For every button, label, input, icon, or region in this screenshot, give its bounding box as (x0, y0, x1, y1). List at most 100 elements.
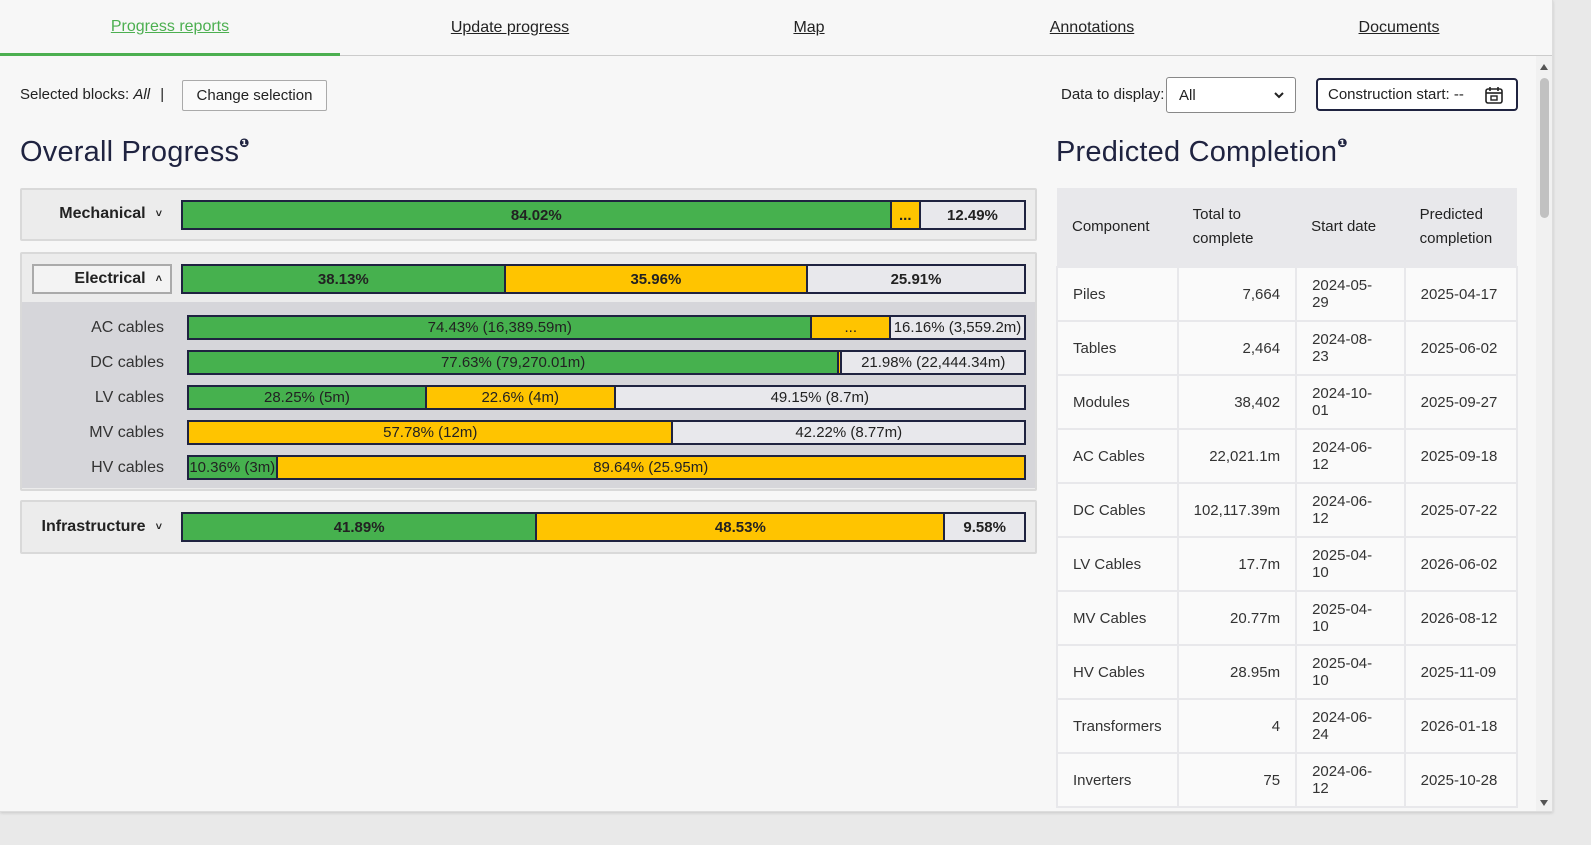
cell-start-date: 2024-05-29 (1295, 266, 1406, 322)
cell-predicted: 2025-06-02 (1403, 320, 1519, 376)
group-mechanical: Mechanical ˅ 84.02%... 12.49% (20, 188, 1037, 241)
segment-in-progress: 89.64% (25.95m) (275, 457, 1024, 478)
chevron-down-icon: ˅ (155, 521, 162, 533)
cell-predicted: 2026-01-18 (1403, 698, 1519, 754)
cell-predicted: 2025-04-17 (1403, 266, 1519, 322)
segment-remaining: 21.98% (22,444.34m) (840, 352, 1024, 373)
change-selection-button[interactable]: Change selection (182, 80, 327, 111)
sub-label-lv-cables: LV cables (94, 389, 164, 406)
cell-start-date: 2024-06-12 (1295, 752, 1406, 808)
sub-label-mv-cables: MV cables (89, 424, 164, 441)
cell-total: 20.77m (1176, 590, 1298, 646)
info-icon[interactable]: ❶ (1337, 136, 1348, 150)
cell-total: 38,402 (1176, 374, 1298, 430)
segment-remaining: 9.58% (943, 514, 1024, 540)
segment-complete: 84.02% (183, 202, 890, 228)
col-header-start-date: Start date (1296, 188, 1405, 267)
cell-predicted: 2025-09-27 (1403, 374, 1519, 430)
cell-total: 22,021.1m (1176, 428, 1298, 484)
cell-predicted: 2026-06-02 (1403, 536, 1519, 592)
cell-start-date: 2024-08-23 (1295, 320, 1406, 376)
sub-label-ac-cables: AC cables (91, 319, 164, 336)
scroll-thumb[interactable] (1540, 78, 1549, 218)
tab-annotations[interactable]: Annotations (1049, 19, 1135, 36)
segment-in-progress: 22.6% (4m) (424, 387, 614, 408)
segment-in-progress (837, 352, 841, 373)
tab-progress-reports[interactable]: Progress reports (0, 0, 340, 56)
cell-component: MV Cables (1056, 590, 1179, 646)
group-label: Infrastructure (41, 518, 146, 535)
cell-component: AC Cables (1056, 428, 1179, 484)
chevron-down-icon: ˅ (155, 208, 162, 220)
segment-complete: 10.36% (3m) (189, 457, 276, 478)
scroll-down-arrow-icon[interactable] (1540, 800, 1548, 806)
progress-bar-infrastructure: 41.89% 48.53% 9.58% (181, 512, 1026, 542)
group-label: Mechanical (59, 205, 146, 222)
segment-remaining: 16.16% (3,559.2m) (889, 317, 1024, 338)
segment-complete: 41.89% (183, 514, 536, 540)
group-toggle-electrical[interactable]: Electrical ˄ (32, 264, 172, 294)
group-toggle-mechanical[interactable]: Mechanical ˅ (22, 205, 162, 223)
segment-remaining: 12.49% (918, 202, 1024, 228)
data-to-display-value: All (1179, 86, 1196, 104)
scroll-up-arrow-icon[interactable] (1540, 64, 1548, 70)
tab-bar: Progress reports Update progress Map Ann… (0, 0, 1552, 56)
chevron-down-icon (1274, 92, 1284, 99)
cell-start-date: 2024-06-12 (1295, 482, 1406, 538)
cell-start-date: 2025-04-10 (1295, 590, 1406, 646)
segment-in-progress: ... (810, 317, 890, 338)
predicted-completion-title-text: Predicted Completion (1056, 136, 1338, 168)
segment-remaining: 25.91% (806, 266, 1024, 292)
table-row: Inverters 75 2024-06-12 2025-10-28 (1056, 752, 1519, 808)
segment-in-progress: ... (889, 202, 919, 228)
cell-component: Piles (1056, 266, 1179, 322)
data-to-display-label: Data to display: (1061, 86, 1165, 103)
progress-bar-lv-cables: 28.25% (5m) 22.6% (4m) 49.15% (8.7m) (187, 385, 1026, 410)
tab-documents[interactable]: Documents (1358, 19, 1440, 36)
segment-complete: 28.25% (5m) (189, 387, 425, 408)
chevron-up-icon: ˄ (155, 273, 162, 285)
segment-in-progress: 35.96% (503, 266, 807, 292)
cell-predicted: 2025-11-09 (1403, 644, 1519, 700)
segment-remaining: 49.15% (8.7m) (613, 387, 1024, 408)
tab-map[interactable]: Map (793, 19, 825, 36)
progress-page: Progress reports Update progress Map Ann… (0, 0, 1553, 812)
construction-start-field[interactable]: Construction start: -- (1316, 78, 1518, 111)
info-icon[interactable]: ❶ (239, 136, 250, 150)
cell-predicted: 2025-09-18 (1403, 428, 1519, 484)
cell-start-date: 2024-06-24 (1295, 698, 1406, 754)
cell-start-date: 2024-06-12 (1295, 428, 1406, 484)
cell-total: 102,117.39m (1176, 482, 1298, 538)
table-header-row: Component Total to complete Start date P… (1057, 188, 1517, 267)
selected-blocks: Selected blocks: All | (20, 86, 164, 103)
progress-bar-mechanical: 84.02%... 12.49% (181, 200, 1026, 230)
cell-component: Transformers (1056, 698, 1179, 754)
table-row: DC Cables 102,117.39m 2024-06-12 2025-07-22 (1056, 482, 1519, 538)
cell-component: LV Cables (1056, 536, 1179, 592)
cell-component: Inverters (1056, 752, 1179, 808)
data-to-display-select[interactable]: All (1166, 77, 1296, 113)
cell-component: HV Cables (1056, 644, 1179, 700)
segment-in-progress: 48.53% (535, 514, 944, 540)
progress-bar-ac-cables: 74.43% (16,389.59m)... 16.16% (3,559.2m) (187, 315, 1026, 340)
table-row: Tables 2,464 2024-08-23 2025-06-02 (1056, 320, 1519, 376)
group-label: Electrical (74, 270, 146, 287)
group-electrical: Electrical ˄ 38.13% 35.96% 25.91% AC cable… (20, 252, 1037, 491)
cell-predicted: 2025-07-22 (1403, 482, 1519, 538)
vertical-scrollbar[interactable] (1536, 56, 1552, 811)
cell-start-date: 2025-04-10 (1295, 644, 1406, 700)
cell-total: 28.95m (1176, 644, 1298, 700)
calendar-icon[interactable] (1484, 85, 1504, 105)
segment-complete: 74.43% (16,389.59m) (189, 317, 811, 338)
cell-predicted: 2026-08-12 (1403, 590, 1519, 646)
table-row: HV Cables 28.95m 2025-04-10 2025-11-09 (1056, 644, 1519, 700)
table-row: MV Cables 20.77m 2025-04-10 2026-08-12 (1056, 590, 1519, 646)
cell-total: 17.7m (1176, 536, 1298, 592)
table-row: Modules 38,402 2024-10-01 2025-09-27 (1056, 374, 1519, 430)
segment-in-progress: 57.78% (12m) (189, 422, 672, 443)
cell-start-date: 2024-10-01 (1295, 374, 1406, 430)
sub-label-hv-cables: HV cables (91, 459, 164, 476)
cell-predicted: 2025-10-28 (1403, 752, 1519, 808)
tab-update-progress[interactable]: Update progress (450, 19, 570, 36)
group-toggle-infrastructure[interactable]: Infrastructure ˅ (22, 518, 162, 536)
